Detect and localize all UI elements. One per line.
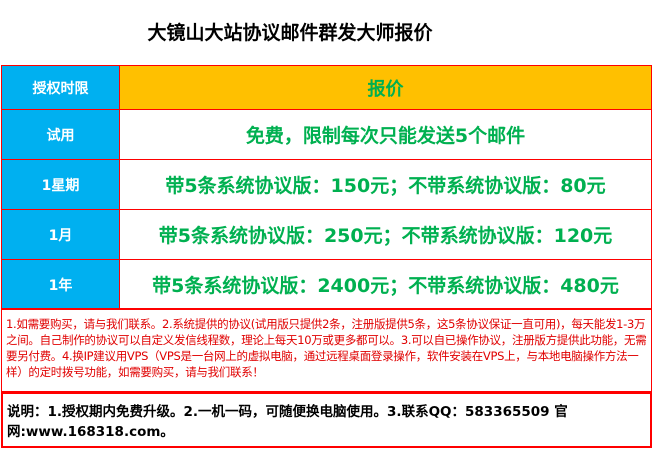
table-header: 授权时限 报价 [1,65,652,110]
row-period: 试用 [1,109,120,160]
price-table: 授权时限 报价 试用 免费，限制每次只能发送5个邮件 1星期 带5条系统协议版：… [1,65,652,310]
header-period: 授权时限 [1,65,120,110]
row-price: 免费，限制每次只能发送5个邮件 [119,109,652,160]
row-price: 带5条系统协议版：2400元；不带系统协议版：480元 [119,259,652,310]
table-row: 试用 免费，限制每次只能发送5个邮件 [1,109,652,160]
row-price: 带5条系统协议版：150元；不带系统协议版：80元 [119,159,652,210]
row-period: 1月 [1,209,120,260]
header-price: 报价 [119,65,652,110]
table-row: 1年 带5条系统协议版：2400元；不带系统协议版：480元 [1,259,652,310]
table-row: 1星期 带5条系统协议版：150元；不带系统协议版：80元 [1,159,652,210]
row-price: 带5条系统协议版：250元；不带系统协议版：120元 [119,209,652,260]
notes-box: 1.如需要购买，请与我们联系。2.系统提供的协议(试用版只提供2条，注册版提供5… [1,308,652,392]
row-period: 1年 [1,259,120,310]
table-row: 1月 带5条系统协议版：250元；不带系统协议版：120元 [1,209,652,260]
row-period: 1星期 [1,159,120,210]
page-title: 大镜山大站协议邮件群发大师报价 [147,22,433,44]
explanation-box: 说明：1.授权期内免费升级。2.一机一码，可随便换电脑使用。3.联系QQ：583… [1,392,652,448]
